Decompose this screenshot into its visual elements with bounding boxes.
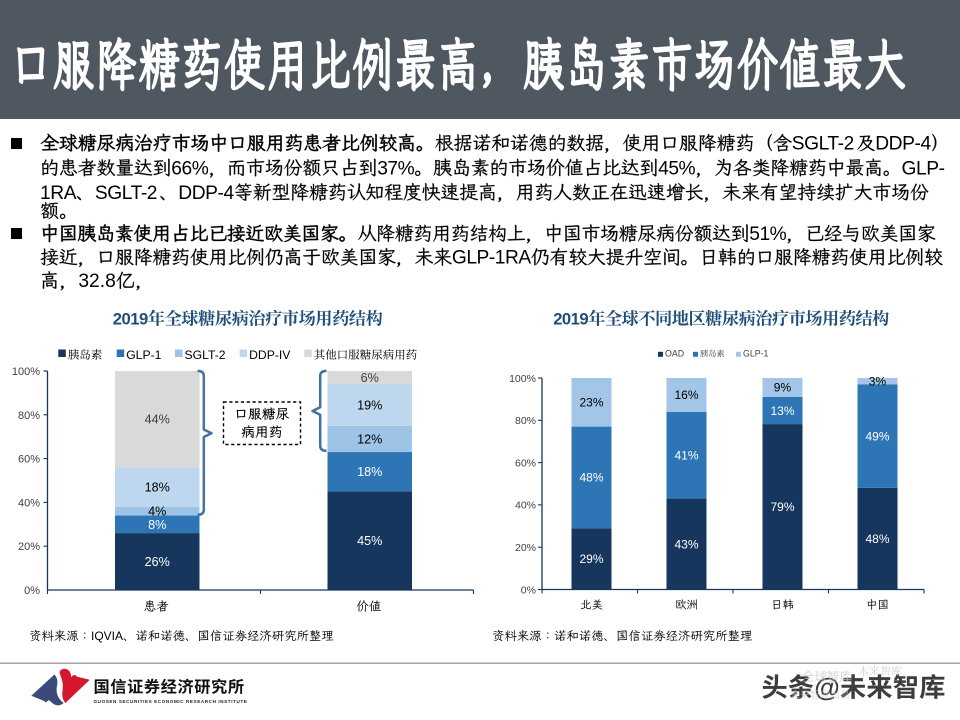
svg-text:GUOSEN SECURITIES ECONOMIC RES: GUOSEN SECURITIES ECONOMIC RESEARCH INST… [94,699,248,704]
svg-text:100%: 100% [509,373,536,385]
svg-text:8%: 8% [148,518,166,532]
svg-text:79%: 79% [771,500,795,514]
svg-text:GLP-: GLP- [902,158,945,179]
svg-text:100%: 100% [12,366,40,378]
svg-text:2019: 2019 [113,310,148,329]
svg-text:SGLT-2: SGLT-2 [95,183,157,204]
svg-text:3%: 3% [869,375,887,389]
svg-text:18%: 18% [145,481,170,495]
svg-text:GLP-1: GLP-1 [126,348,161,362]
svg-text:29%: 29% [580,552,604,566]
svg-text:0%: 0% [24,585,40,597]
svg-text:SGLT-2: SGLT-2 [185,348,226,362]
svg-text:4%: 4% [148,505,166,519]
svg-text:45%: 45% [658,158,695,179]
svg-text:0%: 0% [521,584,536,596]
svg-text:44%: 44% [145,413,170,427]
svg-text:GLP-1: GLP-1 [743,349,769,359]
svg-text:IQVIA: IQVIA [91,629,123,643]
svg-text:80%: 80% [515,415,536,427]
svg-text:DDP-IV: DDP-IV [249,348,291,362]
svg-text:49%: 49% [866,430,890,444]
svg-text:41%: 41% [675,449,699,463]
svg-text:40%: 40% [18,497,40,509]
svg-text:20%: 20% [18,541,40,553]
svg-text:48%: 48% [866,532,890,546]
svg-text:66%: 66% [171,158,208,179]
svg-text:DDP-4: DDP-4 [178,183,234,204]
svg-text:48%: 48% [580,471,604,485]
svg-text:18%: 18% [357,465,382,479]
svg-text:37%: 37% [377,158,414,179]
svg-text:OAD: OAD [665,349,684,359]
svg-text:2019: 2019 [553,310,588,329]
svg-text:19%: 19% [357,398,382,412]
svg-text:DDP-4: DDP-4 [875,134,931,155]
svg-text:6%: 6% [361,371,379,385]
svg-text:60%: 60% [515,457,536,469]
svg-text:23%: 23% [580,396,604,410]
svg-text:26%: 26% [145,555,170,569]
svg-text:45%: 45% [357,534,382,548]
svg-text:9%: 9% [774,381,792,395]
svg-text:60%: 60% [18,454,40,466]
svg-text:32.8: 32.8 [78,271,115,292]
svg-text:SGLT-2: SGLT-2 [792,134,854,155]
svg-text:51%: 51% [749,224,786,245]
svg-text:13%: 13% [771,404,795,418]
svg-text:12%: 12% [357,432,382,446]
svg-text:80%: 80% [18,410,40,422]
svg-text:40%: 40% [515,500,536,512]
svg-text:GLP-1RA: GLP-1RA [452,248,531,269]
svg-text:20%: 20% [515,542,536,554]
svg-text:16%: 16% [675,388,699,402]
svg-text:1RA: 1RA [40,183,77,204]
svg-text:43%: 43% [675,537,699,551]
